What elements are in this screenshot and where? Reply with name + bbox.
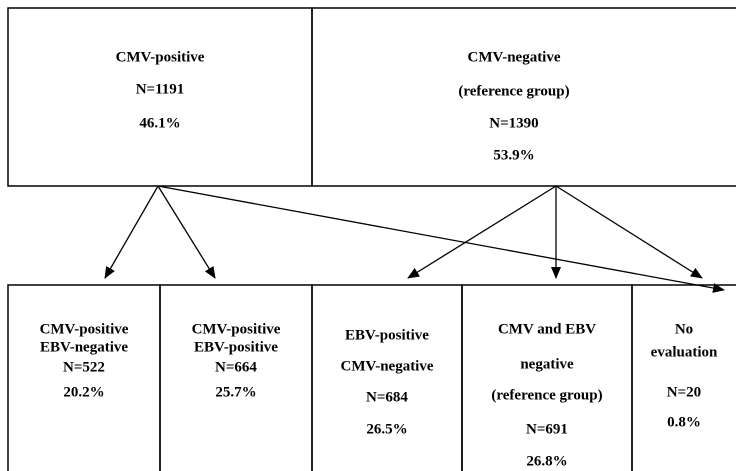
node-text: evaluation <box>651 344 718 360</box>
node-text: EBV-positive <box>194 339 278 355</box>
node-text: N=1191 <box>136 81 185 97</box>
box <box>7 284 161 471</box>
node-text: N=522 <box>63 359 105 375</box>
node-text: N=20 <box>667 384 701 400</box>
arrow <box>104 185 159 279</box>
arrow <box>555 185 703 279</box>
node-text: CMV-negative <box>340 358 433 374</box>
node-text: N=664 <box>215 359 257 375</box>
node-text: (reference group) <box>458 83 569 99</box>
node-text: CMV and EBV <box>498 321 596 337</box>
node-text: 20.2% <box>63 384 104 400</box>
node-text: EBV-negative <box>40 339 128 355</box>
box <box>461 284 633 471</box>
arrow <box>407 185 557 279</box>
node-text: CMV-positive <box>40 321 129 337</box>
node-text: (reference group) <box>491 387 602 403</box>
node-text: N=1390 <box>489 115 538 131</box>
box <box>311 7 736 187</box>
node-text: 26.8% <box>526 453 567 469</box>
box <box>631 284 736 471</box>
box <box>159 284 313 471</box>
node-text: CMV-positive <box>116 49 205 65</box>
node-text: CMV-negative <box>467 49 560 65</box>
node-text: 25.7% <box>215 384 256 400</box>
node-text: negative <box>520 356 574 372</box>
node-text: 26.5% <box>366 421 407 437</box>
node-text: 0.8% <box>667 414 701 430</box>
node-text: N=684 <box>366 389 408 405</box>
node-text: EBV-positive <box>345 327 429 343</box>
node-text: 53.9% <box>493 147 534 163</box>
node-text: No <box>675 321 693 337</box>
node-text: 46.1% <box>139 115 180 131</box>
node-text: CMV-positive <box>192 321 281 337</box>
node-text: N=691 <box>526 421 568 437</box>
arrow <box>157 185 216 279</box>
arrow <box>157 185 725 293</box>
box <box>311 284 463 471</box>
